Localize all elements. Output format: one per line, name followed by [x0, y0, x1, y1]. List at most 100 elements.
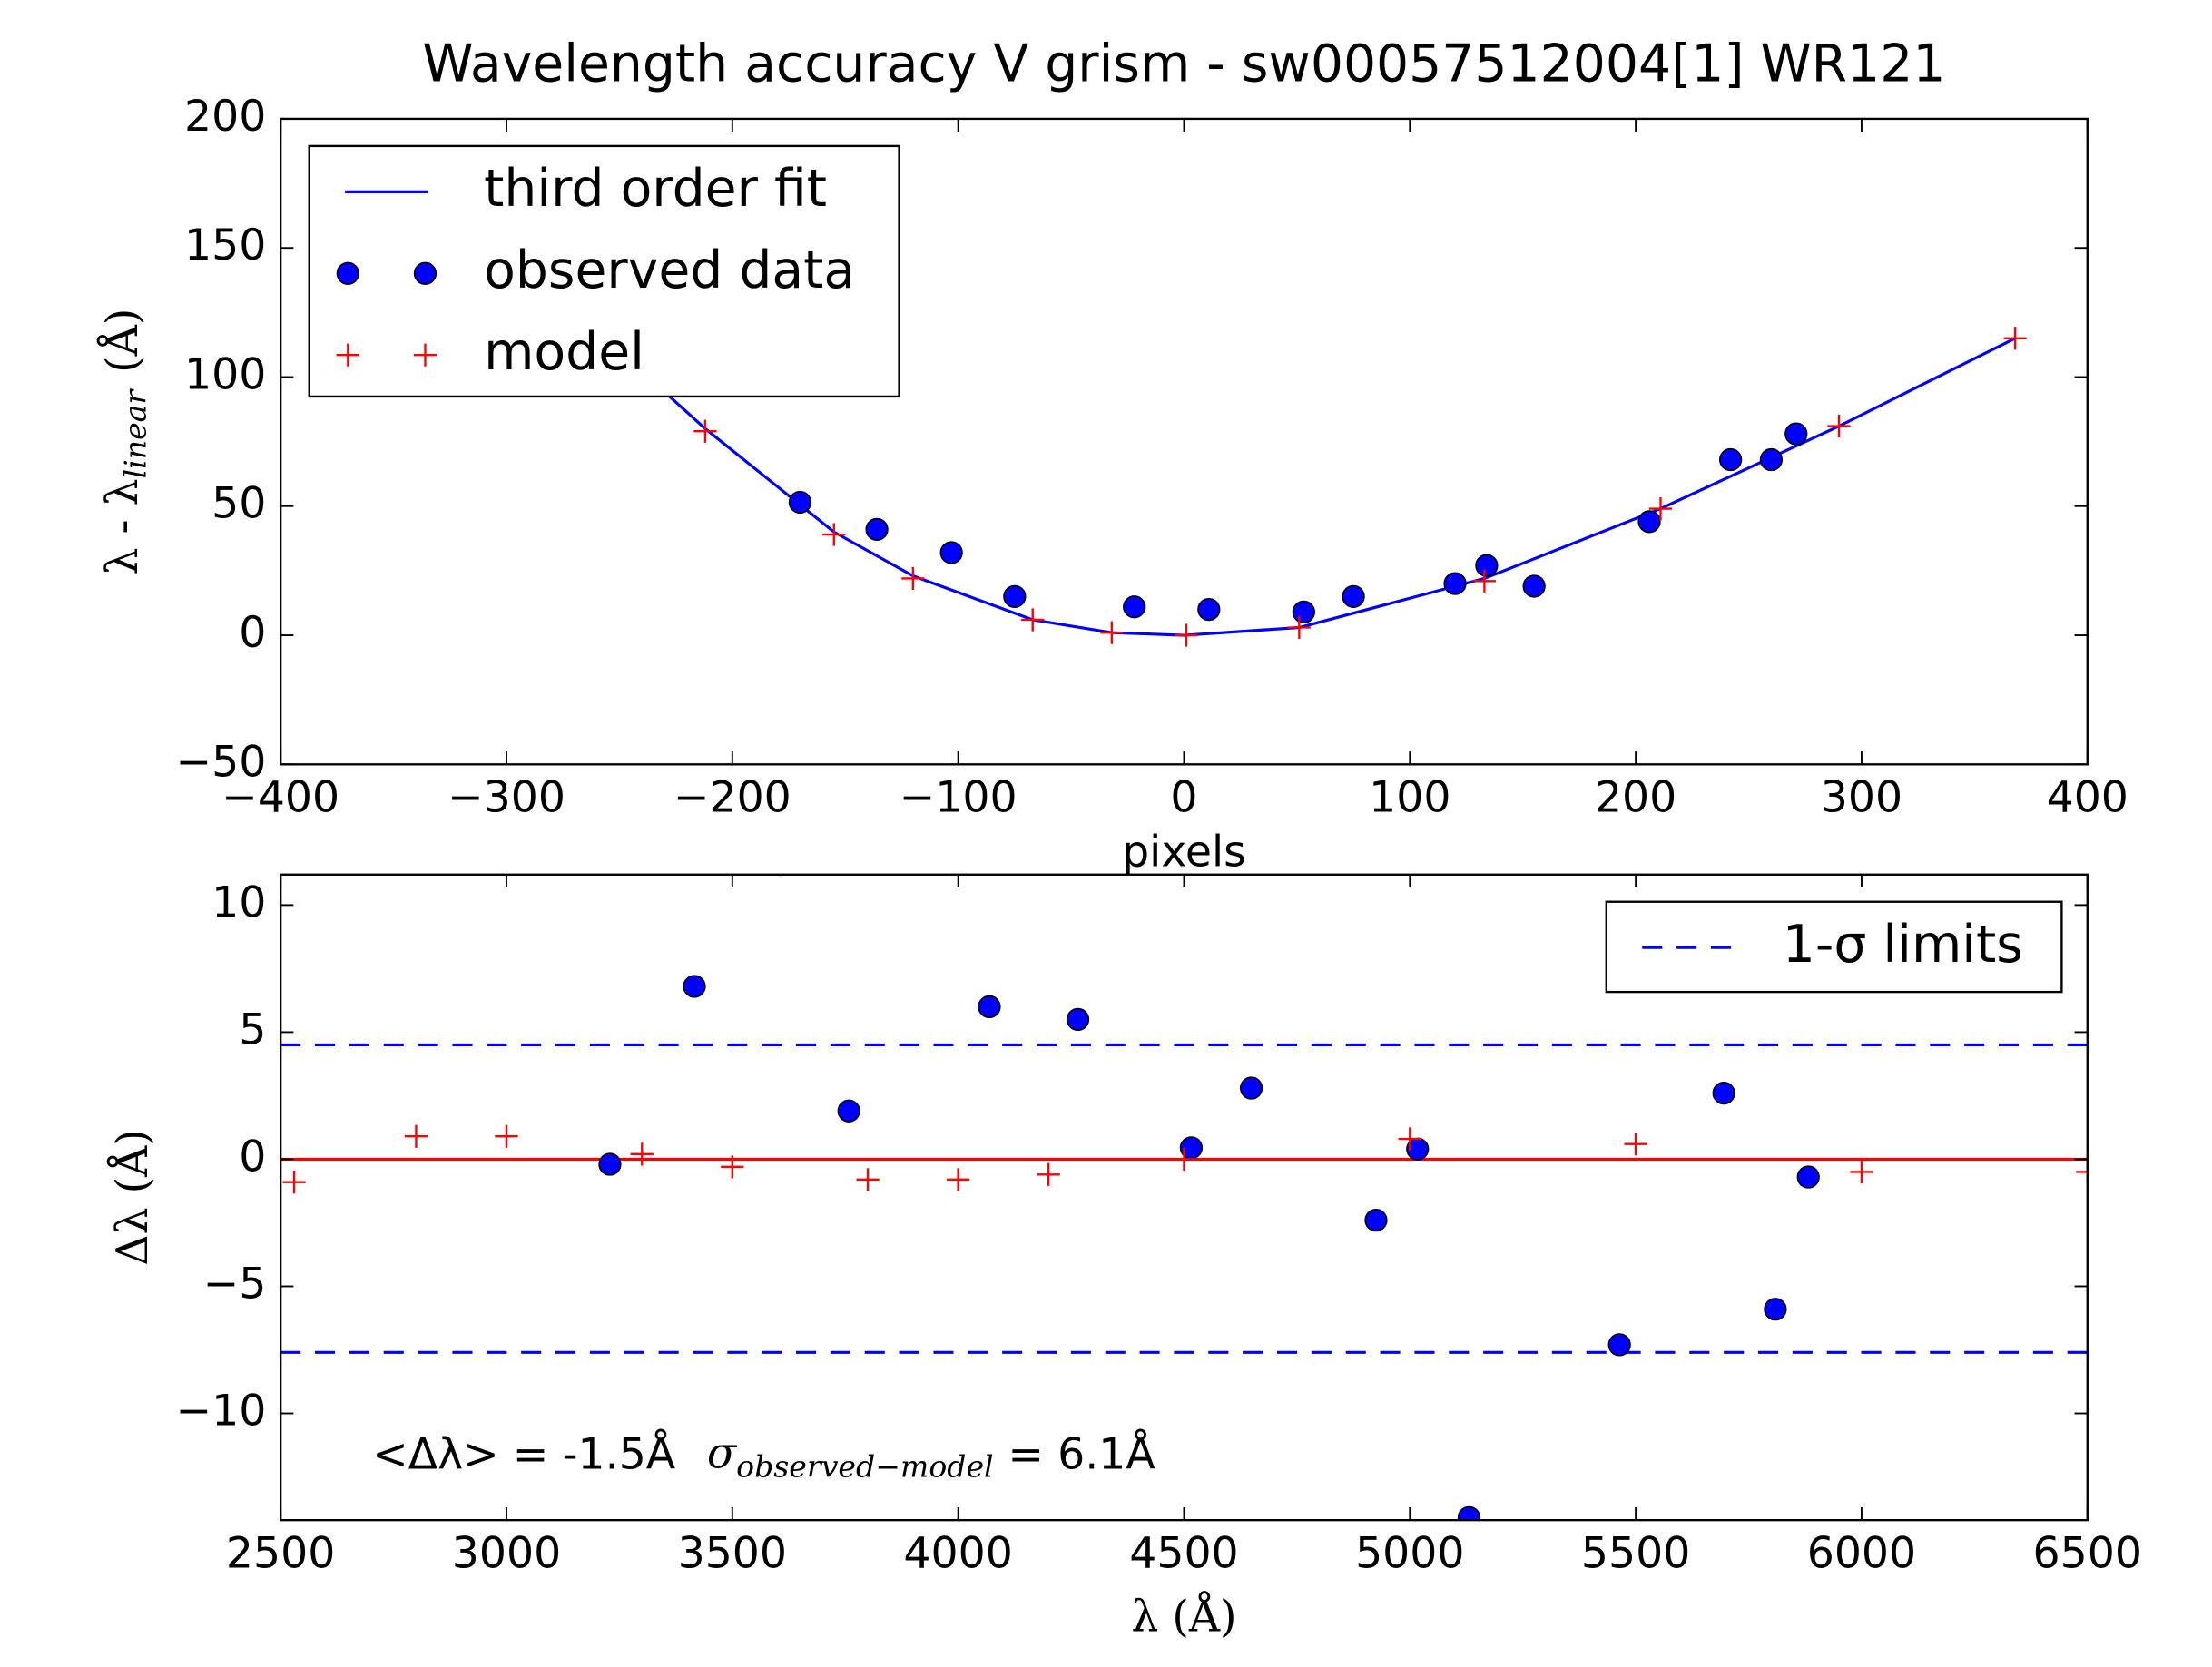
model-point	[630, 1142, 654, 1166]
data-point	[1784, 422, 1808, 446]
data-point	[1764, 1298, 1787, 1321]
model-point	[822, 523, 846, 546]
data-point	[837, 1099, 860, 1123]
model-point	[1021, 608, 1045, 632]
data-point	[1796, 1165, 1820, 1189]
legend: third order fit observed data model	[308, 144, 900, 398]
legend-box	[308, 144, 900, 398]
x-tick-label: 400	[2047, 773, 2128, 823]
x-tick-label: 4000	[903, 1529, 1012, 1579]
legend-swatch	[413, 261, 437, 285]
legend: 1-σ limits	[1605, 900, 2063, 994]
model-point	[495, 1124, 518, 1148]
model-point	[1472, 569, 1497, 593]
x-tick-label: 2500	[226, 1529, 335, 1579]
model-point	[1287, 615, 1311, 640]
plot-area	[618, 327, 2027, 647]
data-point	[1637, 510, 1661, 534]
model-point	[1172, 1147, 1196, 1172]
x-tick-label: 6000	[1807, 1529, 1916, 1579]
data-point	[978, 995, 1001, 1019]
y-tick-label: 50	[211, 479, 266, 529]
data-point	[1239, 1076, 1263, 1100]
model-point	[1175, 623, 1198, 647]
chart-title: Wavelength accuracy V grism - sw00057512…	[422, 34, 1945, 94]
model-point	[282, 1171, 306, 1194]
x-tick-label: −100	[900, 773, 1018, 823]
data-point	[1522, 574, 1546, 598]
model-point	[693, 419, 717, 443]
plot-area	[280, 874, 2088, 1521]
data-point	[1003, 584, 1027, 608]
legend-label: observed data	[484, 240, 855, 300]
y-tick-label: 200	[184, 92, 266, 142]
legend-swatch	[413, 343, 437, 367]
model-point	[1648, 496, 1673, 521]
model-point	[901, 566, 925, 591]
legend-label: model	[484, 322, 644, 382]
data-point	[1066, 1007, 1090, 1032]
chart: Wavelength accuracy V grism - sw00057512…	[97, 34, 2128, 878]
x-tick-label: 300	[1821, 773, 1902, 823]
data-point	[1292, 600, 1315, 624]
data-point	[598, 1152, 622, 1176]
y-tick-label: −10	[176, 1387, 267, 1437]
x-tick-label: 100	[1369, 773, 1450, 823]
x-tick-label: 3500	[678, 1529, 787, 1579]
legend-swatch	[336, 261, 359, 285]
legend-swatch	[336, 343, 359, 367]
legend-label: third order fit	[484, 159, 827, 219]
y-tick-label: −50	[176, 737, 267, 787]
data-point	[1607, 1333, 1631, 1357]
x-tick-label: 3000	[452, 1529, 561, 1579]
y-tick-label: 0	[239, 1132, 266, 1182]
y-axis-label: λ - λlinear (Å)	[97, 309, 153, 575]
y-tick-label: 150	[184, 221, 266, 270]
annotation-mean: <Δλ> = -1.5Å	[372, 1428, 675, 1480]
annotation-rest: = 6.1Å	[1008, 1428, 1155, 1480]
x-tick-label: 5000	[1355, 1529, 1464, 1579]
data-point	[1719, 447, 1743, 472]
model-point	[947, 1168, 970, 1191]
data-point	[1364, 1209, 1388, 1232]
x-tick-label: −400	[221, 773, 339, 823]
data-point	[774, 874, 786, 877]
y-label-sub: linear	[117, 388, 152, 479]
chart: 2500 3000 3500 4000 4500 5000 5500 6000 6500 −10 −…	[107, 873, 2142, 1642]
data-point	[1759, 447, 1784, 472]
data-point	[865, 517, 889, 541]
x-axis-label: λ (Å)	[1131, 1592, 1236, 1642]
model-point	[2076, 1160, 2088, 1184]
x-tick-label: 4500	[1129, 1529, 1238, 1579]
model-point	[1624, 1133, 1647, 1156]
x-axis-label: pixels	[1122, 828, 1246, 878]
model-point	[1827, 414, 1851, 438]
model-point	[1850, 1160, 1873, 1184]
y-tick-label: 100	[184, 349, 266, 399]
annotation: <Δλ> = -1.5Å σobserved−model = 6.1Å	[372, 1428, 1155, 1485]
annotation-sigma: σ	[707, 1429, 738, 1479]
x-tick-label: 5500	[1581, 1529, 1690, 1579]
model-point	[1037, 1162, 1060, 1186]
model-point	[1100, 621, 1124, 644]
data-point	[1457, 1505, 1481, 1521]
model-point	[721, 1155, 744, 1179]
model-point	[404, 1124, 428, 1148]
y-label-unit: (Å)	[97, 309, 148, 373]
data-point	[1197, 597, 1221, 622]
y-axis-label: Δλ (Å)	[107, 1129, 158, 1265]
legend-label: 1-σ limits	[1783, 915, 2023, 975]
y-label-text: Δλ (Å)	[107, 1129, 158, 1265]
model-point	[856, 1168, 880, 1191]
model-point	[1398, 1127, 1421, 1151]
data-point	[1712, 1082, 1735, 1105]
fit-line	[618, 337, 2016, 637]
y-tick-label: 5	[239, 1005, 266, 1054]
y-label-text: λ - λ	[98, 478, 148, 574]
data-point	[939, 541, 963, 564]
annotation-sub: observed−model	[736, 1448, 993, 1484]
data-point	[1123, 595, 1146, 619]
data-point	[1443, 572, 1467, 595]
data-point	[683, 975, 706, 998]
